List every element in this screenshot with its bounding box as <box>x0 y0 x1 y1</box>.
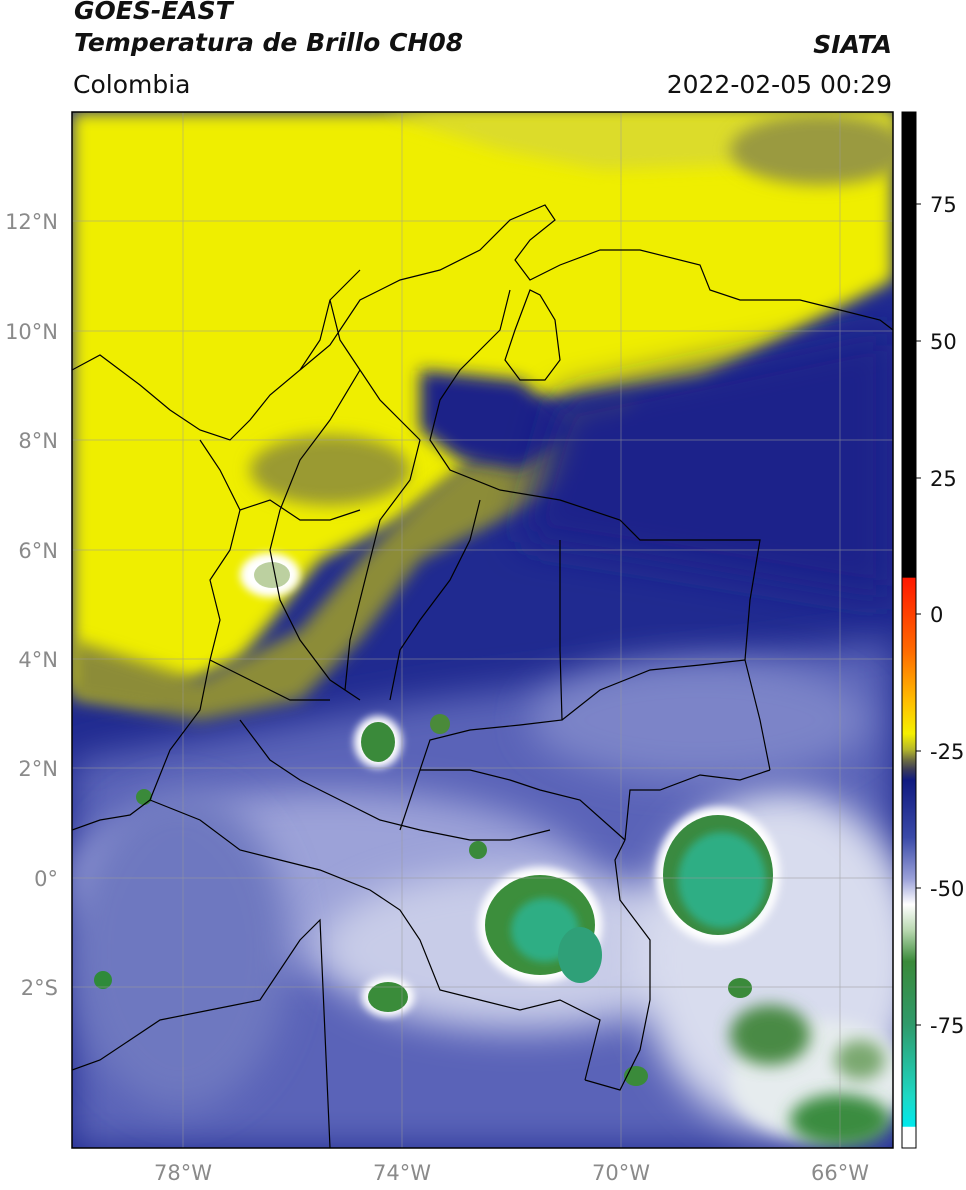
brightness-temperature-field <box>72 112 893 1148</box>
organization-label: SIATA <box>813 30 892 59</box>
colorbar: 75 50 25 0 -25 -50 -75 <box>901 111 964 1149</box>
latitude-labels: 12°N 10°N 8°N 6°N 4°N 2°N 0° 2°S <box>5 210 58 1000</box>
colorbar-tick-minus75: -75 <box>930 1014 964 1038</box>
lat-label-10n: 10°N <box>5 320 58 344</box>
colorbar-tick-minus50: -50 <box>930 877 964 901</box>
colorbar-gradient <box>901 111 917 1149</box>
product-title: Temperatura de Brillo CH08 <box>74 28 464 57</box>
lon-label-78w: 78°W <box>154 1161 212 1185</box>
lat-label-2s: 2°S <box>21 976 58 1000</box>
lat-label-4n: 4°N <box>18 648 58 672</box>
map-gridlines <box>72 112 893 1148</box>
colorbar-tick-75: 75 <box>930 193 957 217</box>
timestamp-label: 2022-02-05 00:29 <box>666 70 892 99</box>
lat-label-0: 0° <box>34 867 58 891</box>
lat-label-6n: 6°N <box>18 539 58 563</box>
map-frame <box>71 111 894 1149</box>
colorbar-tick-0: 0 <box>930 603 943 627</box>
lon-label-66w: 66°W <box>811 1161 869 1185</box>
colorbar-tick-minus25: -25 <box>930 740 964 764</box>
longitude-labels: 78°W 74°W 70°W 66°W <box>154 1161 869 1185</box>
lon-label-74w: 74°W <box>373 1161 431 1185</box>
satellite-title: GOES-EAST <box>74 0 233 25</box>
political-borders <box>72 204 893 1148</box>
colorbar-tick-50: 50 <box>930 330 957 354</box>
lon-label-70w: 70°W <box>592 1161 650 1185</box>
colorbar-tick-25: 25 <box>930 467 957 491</box>
lat-label-12n: 12°N <box>5 210 58 234</box>
lat-label-2n: 2°N <box>18 757 58 781</box>
lat-label-8n: 8°N <box>18 429 58 453</box>
region-label: Colombia <box>73 70 191 99</box>
